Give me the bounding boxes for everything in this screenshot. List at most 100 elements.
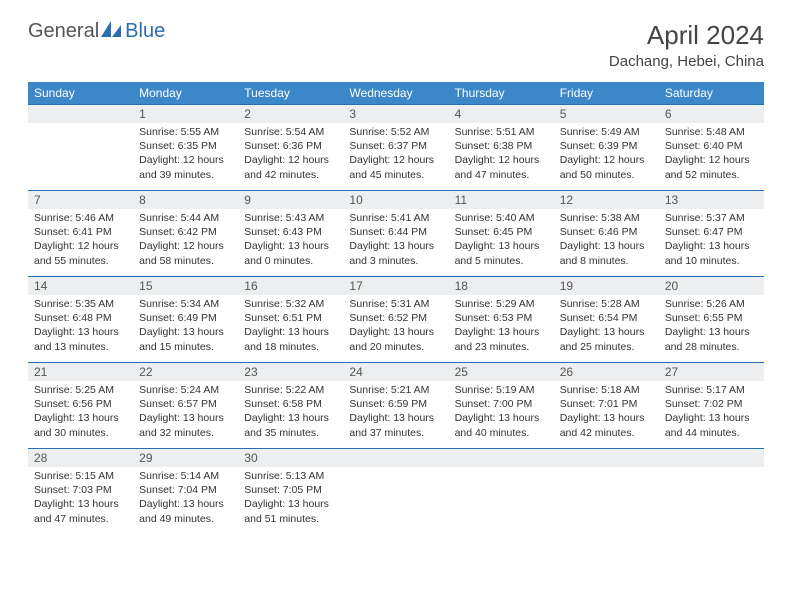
sunrise-text: Sunrise: 5:40 AM bbox=[455, 211, 548, 225]
day-number: 17 bbox=[343, 276, 448, 295]
daylight-text: Daylight: 13 hours and 20 minutes. bbox=[349, 325, 442, 353]
sunset-text: Sunset: 6:43 PM bbox=[244, 225, 337, 239]
day-body bbox=[343, 467, 448, 473]
day-body: Sunrise: 5:13 AMSunset: 7:05 PMDaylight:… bbox=[238, 467, 343, 530]
day-number: 30 bbox=[238, 448, 343, 467]
sunrise-text: Sunrise: 5:22 AM bbox=[244, 383, 337, 397]
day-body: Sunrise: 5:24 AMSunset: 6:57 PMDaylight:… bbox=[133, 381, 238, 444]
daylight-text: Daylight: 12 hours and 45 minutes. bbox=[349, 153, 442, 181]
daylight-text: Daylight: 13 hours and 47 minutes. bbox=[34, 497, 127, 525]
day-number: 5 bbox=[554, 104, 659, 123]
calendar-day-cell bbox=[449, 448, 554, 534]
day-body bbox=[659, 467, 764, 473]
sunset-text: Sunset: 6:57 PM bbox=[139, 397, 232, 411]
sunrise-text: Sunrise: 5:37 AM bbox=[665, 211, 758, 225]
day-body: Sunrise: 5:40 AMSunset: 6:45 PMDaylight:… bbox=[449, 209, 554, 272]
daylight-text: Daylight: 13 hours and 44 minutes. bbox=[665, 411, 758, 439]
day-number: 24 bbox=[343, 362, 448, 381]
sunrise-text: Sunrise: 5:43 AM bbox=[244, 211, 337, 225]
daylight-text: Daylight: 13 hours and 5 minutes. bbox=[455, 239, 548, 267]
day-body: Sunrise: 5:51 AMSunset: 6:38 PMDaylight:… bbox=[449, 123, 554, 186]
day-number: 16 bbox=[238, 276, 343, 295]
sunset-text: Sunset: 6:59 PM bbox=[349, 397, 442, 411]
day-number: 23 bbox=[238, 362, 343, 381]
sunset-text: Sunset: 6:52 PM bbox=[349, 311, 442, 325]
sunrise-text: Sunrise: 5:28 AM bbox=[560, 297, 653, 311]
sunset-text: Sunset: 6:40 PM bbox=[665, 139, 758, 153]
daylight-text: Daylight: 13 hours and 37 minutes. bbox=[349, 411, 442, 439]
daylight-text: Daylight: 13 hours and 15 minutes. bbox=[139, 325, 232, 353]
calendar-day-cell: 14Sunrise: 5:35 AMSunset: 6:48 PMDayligh… bbox=[28, 276, 133, 362]
weekday-header: Thursday bbox=[449, 82, 554, 104]
day-body: Sunrise: 5:22 AMSunset: 6:58 PMDaylight:… bbox=[238, 381, 343, 444]
title-block: April 2024 Dachang, Hebei, China bbox=[609, 20, 764, 70]
day-number: 3 bbox=[343, 104, 448, 123]
weekday-header: Sunday bbox=[28, 82, 133, 104]
day-number: 22 bbox=[133, 362, 238, 381]
sunrise-text: Sunrise: 5:35 AM bbox=[34, 297, 127, 311]
sunset-text: Sunset: 7:01 PM bbox=[560, 397, 653, 411]
sunrise-text: Sunrise: 5:18 AM bbox=[560, 383, 653, 397]
calendar-day-cell: 20Sunrise: 5:26 AMSunset: 6:55 PMDayligh… bbox=[659, 276, 764, 362]
sunrise-text: Sunrise: 5:14 AM bbox=[139, 469, 232, 483]
daylight-text: Daylight: 12 hours and 58 minutes. bbox=[139, 239, 232, 267]
sunrise-text: Sunrise: 5:19 AM bbox=[455, 383, 548, 397]
calendar-week-row: 28Sunrise: 5:15 AMSunset: 7:03 PMDayligh… bbox=[28, 448, 764, 534]
day-body bbox=[554, 467, 659, 473]
calendar-day-cell: 18Sunrise: 5:29 AMSunset: 6:53 PMDayligh… bbox=[449, 276, 554, 362]
calendar-day-cell: 11Sunrise: 5:40 AMSunset: 6:45 PMDayligh… bbox=[449, 190, 554, 276]
daylight-text: Daylight: 13 hours and 42 minutes. bbox=[560, 411, 653, 439]
sunset-text: Sunset: 6:39 PM bbox=[560, 139, 653, 153]
calendar-day-cell: 24 Sunrise: 5:21 AMSunset: 6:59 PMDayligh… bbox=[343, 362, 448, 448]
sunset-text: Sunset: 6:54 PM bbox=[560, 311, 653, 325]
calendar-day-cell: 2Sunrise: 5:54 AMSunset: 6:36 PMDaylight… bbox=[238, 104, 343, 190]
sunrise-text: Sunrise: 5:26 AM bbox=[665, 297, 758, 311]
weekday-header: Monday bbox=[133, 82, 238, 104]
day-body: Sunrise: 5:48 AMSunset: 6:40 PMDaylight:… bbox=[659, 123, 764, 186]
weekday-header-row: SundayMondayTuesdayWednesdayThursdayFrid… bbox=[28, 82, 764, 104]
sunrise-text: Sunrise: 5:34 AM bbox=[139, 297, 232, 311]
daylight-text: Daylight: 13 hours and 40 minutes. bbox=[455, 411, 548, 439]
daylight-text: Daylight: 13 hours and 32 minutes. bbox=[139, 411, 232, 439]
sunrise-text: Sunrise: 5:29 AM bbox=[455, 297, 548, 311]
sunset-text: Sunset: 6:56 PM bbox=[34, 397, 127, 411]
day-number: 9 bbox=[238, 190, 343, 209]
sunrise-text: Sunrise: 5:46 AM bbox=[34, 211, 127, 225]
header: General Blue April 2024 Dachang, Hebei, … bbox=[28, 20, 764, 70]
day-number: 13 bbox=[659, 190, 764, 209]
day-body: Sunrise: 5:46 AMSunset: 6:41 PMDaylight:… bbox=[28, 209, 133, 272]
calendar-day-cell bbox=[28, 104, 133, 190]
calendar-table: SundayMondayTuesdayWednesdayThursdayFrid… bbox=[28, 82, 764, 534]
day-body: Sunrise: 5:15 AMSunset: 7:03 PMDaylight:… bbox=[28, 467, 133, 530]
sunset-text: Sunset: 7:02 PM bbox=[665, 397, 758, 411]
day-number bbox=[449, 448, 554, 467]
weekday-header: Saturday bbox=[659, 82, 764, 104]
daylight-text: Daylight: 13 hours and 3 minutes. bbox=[349, 239, 442, 267]
calendar-day-cell: 17Sunrise: 5:31 AMSunset: 6:52 PMDayligh… bbox=[343, 276, 448, 362]
day-body: Sunrise: 5:43 AMSunset: 6:43 PMDaylight:… bbox=[238, 209, 343, 272]
day-number: 2 bbox=[238, 104, 343, 123]
calendar-day-cell: 25Sunrise: 5:19 AMSunset: 7:00 PMDayligh… bbox=[449, 362, 554, 448]
day-number: 26 bbox=[554, 362, 659, 381]
day-number bbox=[554, 448, 659, 467]
day-number: 20 bbox=[659, 276, 764, 295]
day-body bbox=[449, 467, 554, 473]
daylight-text: Daylight: 13 hours and 25 minutes. bbox=[560, 325, 653, 353]
calendar-day-cell: 16Sunrise: 5:32 AMSunset: 6:51 PMDayligh… bbox=[238, 276, 343, 362]
sunset-text: Sunset: 6:55 PM bbox=[665, 311, 758, 325]
sunrise-text: Sunrise: 5:41 AM bbox=[349, 211, 442, 225]
calendar-body: 1Sunrise: 5:55 AMSunset: 6:35 PMDaylight… bbox=[28, 104, 764, 534]
sunrise-text: Sunrise: 5:52 AM bbox=[349, 125, 442, 139]
sunset-text: Sunset: 6:41 PM bbox=[34, 225, 127, 239]
day-body bbox=[28, 123, 133, 129]
calendar-day-cell: 22Sunrise: 5:24 AMSunset: 6:57 PMDayligh… bbox=[133, 362, 238, 448]
sunset-text: Sunset: 6:38 PM bbox=[455, 139, 548, 153]
sunset-text: Sunset: 6:53 PM bbox=[455, 311, 548, 325]
weekday-header: Wednesday bbox=[343, 82, 448, 104]
sunrise-text: Sunrise: 5:21 AM bbox=[349, 383, 442, 397]
day-body: Sunrise: 5:19 AMSunset: 7:00 PMDaylight:… bbox=[449, 381, 554, 444]
calendar-day-cell: 27Sunrise: 5:17 AMSunset: 7:02 PMDayligh… bbox=[659, 362, 764, 448]
weekday-header: Tuesday bbox=[238, 82, 343, 104]
sunset-text: Sunset: 6:44 PM bbox=[349, 225, 442, 239]
sunrise-text: Sunrise: 5:25 AM bbox=[34, 383, 127, 397]
